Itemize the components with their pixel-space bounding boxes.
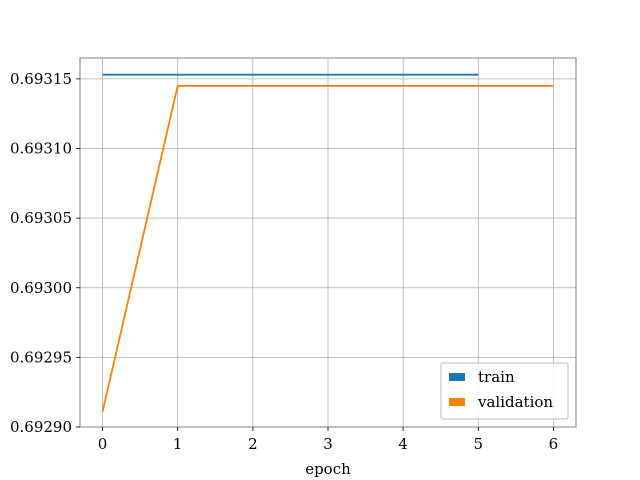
legend-label-validation: validation — [477, 393, 553, 411]
x-tick-label: 6 — [549, 435, 559, 453]
x-tick-label: 4 — [398, 435, 408, 453]
x-tick-label: 3 — [323, 435, 333, 453]
x-axis-label: epoch — [305, 460, 351, 478]
legend-swatch-train — [449, 373, 465, 381]
y-tick-label: 0.69290 — [10, 418, 72, 436]
y-tick-label: 0.69305 — [10, 209, 72, 227]
x-tick-label: 2 — [248, 435, 258, 453]
series-layer — [101, 73, 554, 412]
y-tick-label: 0.69300 — [10, 279, 72, 297]
legend-box — [440, 362, 569, 420]
y-tick-label: 0.69315 — [10, 70, 72, 88]
ticks: 0 1 2 3 4 5 6 0.69290 0.69295 0.69300 0.69305 0.693… — [10, 70, 558, 453]
series-line-validation — [101, 84, 554, 412]
y-tick-label: 0.69310 — [10, 140, 72, 158]
legend: train validation — [440, 362, 569, 420]
x-tick-label: 1 — [173, 435, 183, 453]
x-tick-label: 0 — [98, 435, 108, 453]
x-tick-label: 5 — [474, 435, 484, 453]
y-tick-label: 0.69295 — [10, 348, 72, 366]
legend-label-train: train — [478, 368, 515, 386]
legend-swatch-validation — [449, 398, 465, 406]
